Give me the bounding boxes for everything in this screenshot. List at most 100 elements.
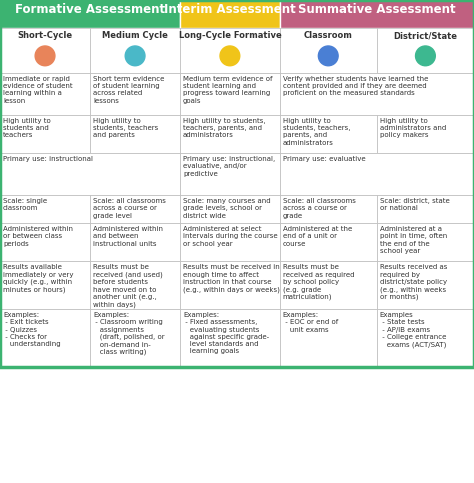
Text: Administered within
or between class
periods: Administered within or between class per… <box>3 226 73 247</box>
Bar <box>280 223 377 261</box>
Bar <box>180 223 280 261</box>
Bar <box>180 115 280 153</box>
Text: Summative Assessment: Summative Assessment <box>298 3 456 16</box>
Bar <box>0 0 474 367</box>
Bar <box>377 223 474 261</box>
Text: Primary use: instructional: Primary use: instructional <box>3 156 93 162</box>
Text: Examples:
 - Fixed assessments,
   evaluating students
   against specific grade: Examples: - Fixed assessments, evaluatin… <box>183 312 269 355</box>
Bar <box>280 0 474 28</box>
Bar <box>377 223 474 261</box>
Bar <box>377 261 474 309</box>
Bar <box>0 223 90 261</box>
Text: Scale: district, state
or national: Scale: district, state or national <box>380 198 449 212</box>
Bar <box>180 73 280 115</box>
Bar <box>0 153 180 195</box>
Bar <box>0 195 90 223</box>
Text: Scale: all classrooms
across a course or
grade: Scale: all classrooms across a course or… <box>283 198 356 219</box>
Bar <box>377 309 474 367</box>
Bar <box>90 28 180 73</box>
Text: Administered at a
point in time, often
the end of the
school year: Administered at a point in time, often t… <box>380 226 447 254</box>
Bar <box>90 223 180 261</box>
Text: Scale: many courses and
grade levels, school or
district wide: Scale: many courses and grade levels, sc… <box>183 198 271 219</box>
Text: Examples:
 - Exit tickets
 - Quizzes
 - Checks for
   understanding: Examples: - Exit tickets - Quizzes - Che… <box>3 312 61 347</box>
Text: Scale: all classrooms
across a course or
grade level: Scale: all classrooms across a course or… <box>93 198 166 219</box>
Text: District/State: District/State <box>393 31 457 40</box>
Text: Results must be received in
enough time to affect
instruction in that course
(e.: Results must be received in enough time … <box>183 264 280 293</box>
Bar <box>0 195 90 223</box>
Bar <box>90 73 180 115</box>
Text: Short-Cycle: Short-Cycle <box>18 31 73 40</box>
Bar <box>280 261 377 309</box>
Bar <box>90 115 180 153</box>
Text: Administered at the
end of a unit or
course: Administered at the end of a unit or cou… <box>283 226 352 247</box>
Text: Long-Cycle Formative: Long-Cycle Formative <box>179 31 281 40</box>
Text: Immediate or rapid
evidence of student
learning within a
lesson: Immediate or rapid evidence of student l… <box>3 76 73 104</box>
Bar <box>180 28 280 73</box>
Bar <box>377 195 474 223</box>
Text: Examples
 - State tests
 - AP/IB exams
 - College entrance
   exams (ACT/SAT): Examples - State tests - AP/IB exams - C… <box>380 312 446 348</box>
Bar <box>280 73 474 115</box>
Bar <box>377 261 474 309</box>
Text: Primary use: instructional,
evaluative, and/or
predictive: Primary use: instructional, evaluative, … <box>183 156 275 177</box>
Bar <box>0 153 90 195</box>
Bar <box>90 73 180 115</box>
Text: High utility to
students, teachers,
parents, and
administrators: High utility to students, teachers, pare… <box>283 118 350 146</box>
Bar <box>0 261 90 309</box>
Bar <box>180 73 280 115</box>
Bar <box>0 28 90 73</box>
Bar <box>0 73 90 115</box>
Bar <box>0 223 90 261</box>
Text: Results received as
required by
district/state policy
(e.g., within weeks
or mon: Results received as required by district… <box>380 264 447 300</box>
Bar <box>180 309 280 367</box>
Bar <box>90 195 180 223</box>
Bar <box>180 153 280 195</box>
Circle shape <box>35 46 55 66</box>
Text: Administered at select
intervals during the course
or school year: Administered at select intervals during … <box>183 226 278 247</box>
Bar <box>377 153 474 195</box>
Text: Interim Assessment: Interim Assessment <box>164 3 296 16</box>
Text: Medium Cycle: Medium Cycle <box>102 31 168 40</box>
Bar <box>280 153 377 195</box>
Bar <box>280 153 474 195</box>
Text: High utility to
administrators and
policy makers: High utility to administrators and polic… <box>380 118 446 139</box>
Bar <box>0 0 180 28</box>
Bar <box>280 261 377 309</box>
Bar <box>377 195 474 223</box>
Bar <box>180 261 280 309</box>
Bar <box>280 309 377 367</box>
Bar <box>0 115 90 153</box>
Bar <box>280 223 377 261</box>
Bar <box>280 195 377 223</box>
Bar <box>180 309 280 367</box>
Text: High utility to students,
teachers, parents, and
administrators: High utility to students, teachers, pare… <box>183 118 266 139</box>
Text: Results must be
received as required
by school policy
(e.g. grade
matriculation): Results must be received as required by … <box>283 264 354 300</box>
Bar <box>280 309 377 367</box>
Text: Formative Assessment: Formative Assessment <box>15 3 165 16</box>
Bar <box>0 115 90 153</box>
Bar <box>377 28 474 73</box>
Circle shape <box>125 46 145 66</box>
Text: Examples:
 - Classroom writing
   assignments
   (draft, polished, or
   on-dema: Examples: - Classroom writing assignment… <box>93 312 164 355</box>
Bar <box>280 195 377 223</box>
Bar <box>280 28 377 73</box>
Text: Verify whether students have learned the
content provided and if they are deemed: Verify whether students have learned the… <box>283 76 428 97</box>
Bar <box>377 73 474 115</box>
Bar <box>280 73 377 115</box>
Bar <box>377 115 474 153</box>
Bar <box>180 0 280 28</box>
Bar <box>280 115 377 153</box>
Bar <box>0 261 90 309</box>
Text: High utility to
students, teachers
and parents: High utility to students, teachers and p… <box>93 118 158 139</box>
Text: Primary use: evaluative: Primary use: evaluative <box>283 156 365 162</box>
Bar <box>0 73 90 115</box>
Bar <box>90 223 180 261</box>
Bar <box>90 261 180 309</box>
Bar <box>180 223 280 261</box>
Bar <box>90 153 180 195</box>
Bar <box>0 309 90 367</box>
Text: Medium term evidence of
student learning and
progress toward learning
goals: Medium term evidence of student learning… <box>183 76 273 104</box>
Bar <box>377 115 474 153</box>
Text: Administered within
and between
instructional units: Administered within and between instruct… <box>93 226 163 247</box>
Bar <box>90 261 180 309</box>
Circle shape <box>416 46 435 66</box>
